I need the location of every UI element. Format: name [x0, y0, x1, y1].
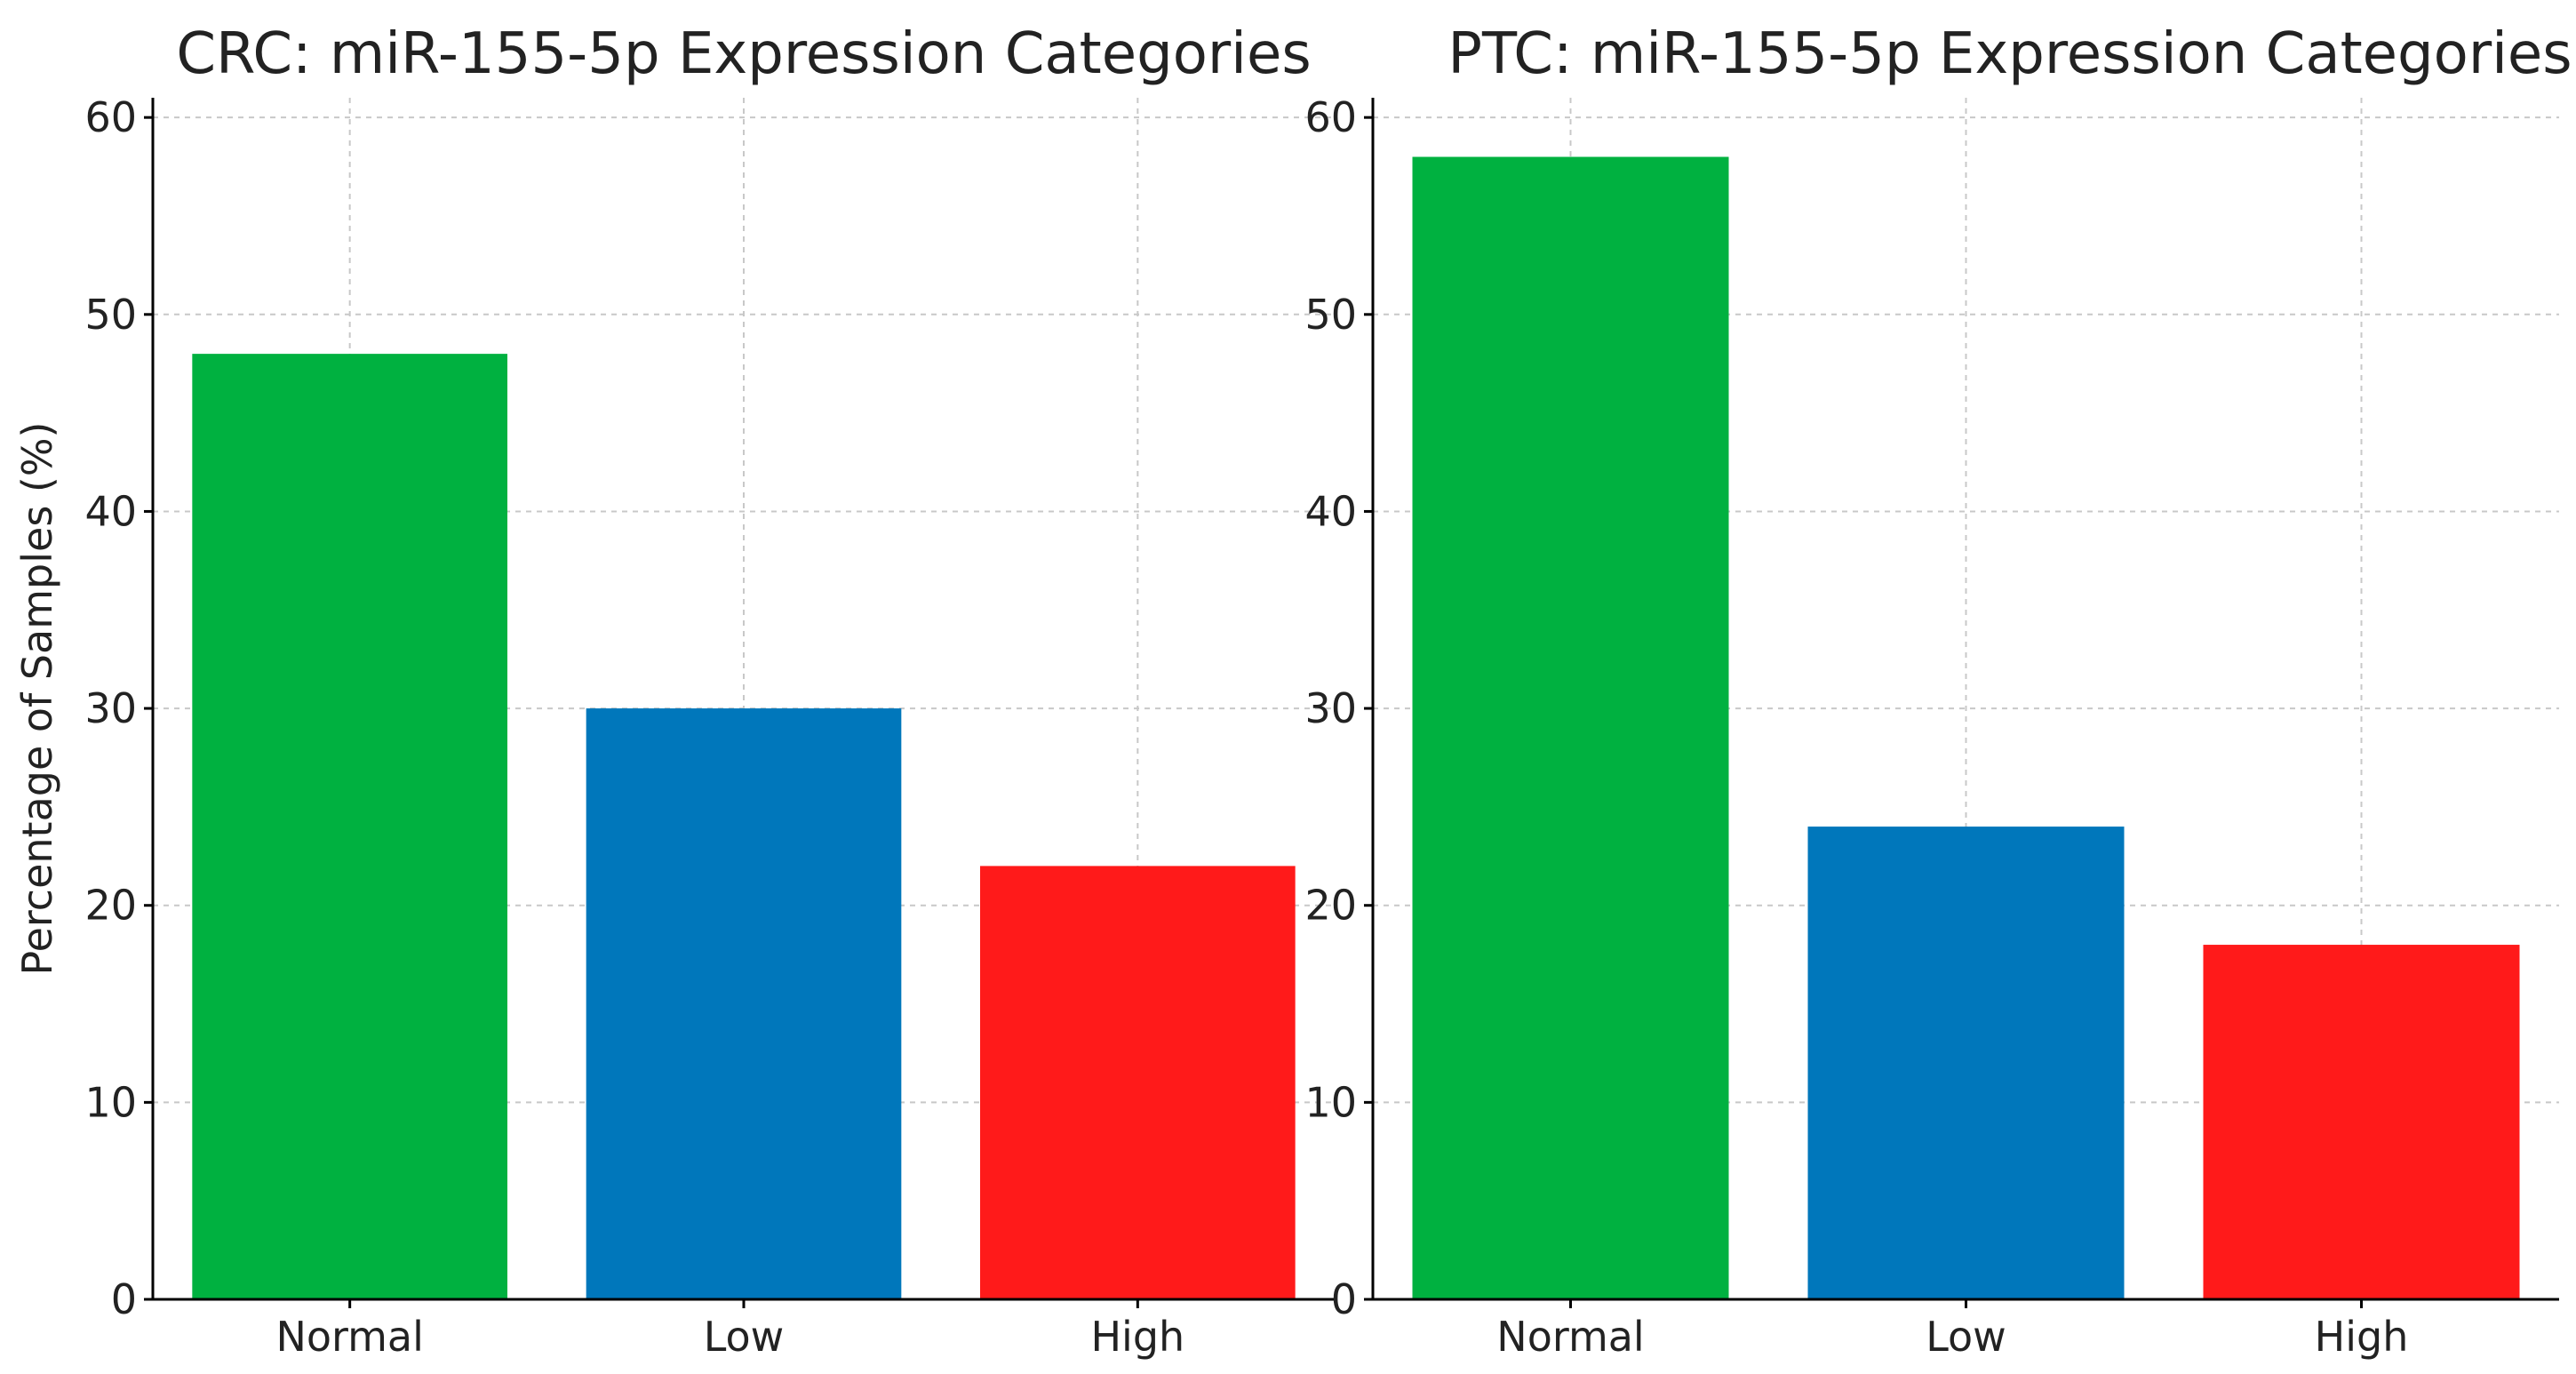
crc-y-tick-label: 20 — [84, 882, 137, 930]
crc-y-tick-label: 50 — [84, 291, 137, 339]
crc-x-tick-label: Low — [704, 1313, 785, 1361]
ptc-y-tick-label: 10 — [1304, 1078, 1357, 1126]
ptc-y-tick-label: 20 — [1304, 882, 1357, 930]
crc-x-tick-label: Normal — [275, 1313, 423, 1361]
ptc-panel: 0 10 20 30 40 50 60 Normal Low High PTC: miR-155-5… — [1304, 21, 2572, 1361]
crc-y-axis-label: Percentage of Samples (%) — [13, 421, 61, 975]
ptc-x-tick-label: Low — [1926, 1313, 2006, 1361]
ptc-bar-high — [2203, 945, 2520, 1299]
ptc-y-tick-label: 60 — [1304, 93, 1357, 141]
crc-bar-normal — [192, 354, 508, 1300]
ptc-x-tick-label: High — [2315, 1313, 2409, 1361]
crc-x-tick-label: High — [1090, 1313, 1184, 1361]
crc-bar-low — [586, 708, 902, 1299]
crc-y-tick-label: 60 — [84, 93, 137, 141]
ptc-chart-title: PTC: miR-155-5p Expression Categories — [1448, 21, 2572, 87]
crc-y-tick-label: 0 — [111, 1275, 137, 1323]
crc-y-tick-label: 30 — [84, 684, 137, 732]
ptc-y-tick-label: 40 — [1304, 487, 1357, 535]
ptc-bar-normal — [1412, 156, 1729, 1299]
ptc-y-tick-label: 50 — [1304, 291, 1357, 339]
ptc-x-tick-label: Normal — [1496, 1313, 1644, 1361]
ptc-y-tick-label: 0 — [1331, 1275, 1357, 1323]
crc-bar-high — [980, 866, 1296, 1299]
crc-chart-title: CRC: miR-155-5p Expression Categories — [176, 21, 1311, 87]
crc-y-tick-label: 10 — [84, 1078, 137, 1126]
crc-panel: 0 10 20 30 40 50 60 Normal Low High CRC: miR-155-5… — [13, 21, 1335, 1361]
crc-y-tick-label: 40 — [84, 487, 137, 535]
ptc-y-tick-label: 30 — [1304, 684, 1357, 732]
ptc-bar-low — [1807, 827, 2125, 1299]
